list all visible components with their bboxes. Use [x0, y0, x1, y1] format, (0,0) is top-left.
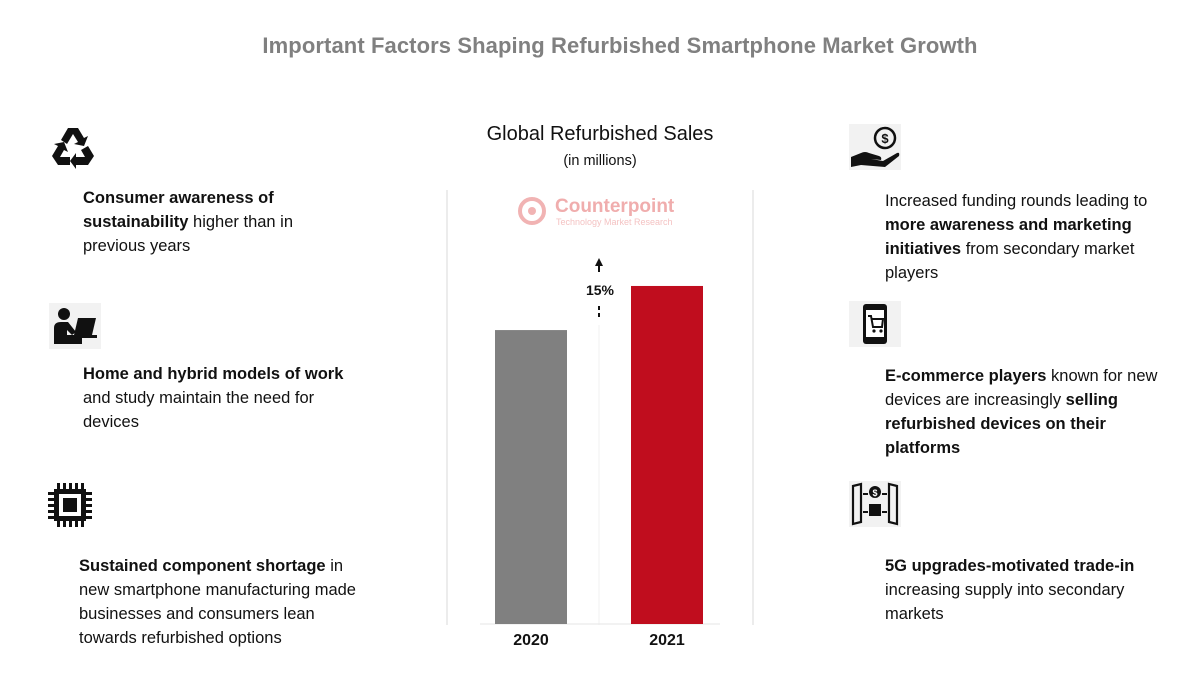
trade-in-icon: $ — [849, 481, 901, 527]
funding-hand-icon: $ — [849, 124, 901, 170]
factor-text: in new smartphone manufacturing made bus… — [79, 557, 356, 647]
bar-2020 — [495, 330, 567, 624]
factor-hybrid-work: Home and hybrid models of work and study… — [83, 362, 373, 434]
recycle-icon — [47, 124, 99, 170]
factor-bold-text: Sustained component shortage — [79, 557, 326, 575]
factor-bold-text: 5G upgrades-motivated trade-in — [885, 557, 1135, 575]
page-title: Important Factors Shaping Refurbished Sm… — [262, 33, 978, 58]
chart-subtitle: (in millions) — [563, 153, 637, 169]
factor-sustainability: Consumer awareness of sustainability hig… — [83, 186, 353, 258]
svg-text:$: $ — [881, 131, 889, 146]
factor-bold-text: Consumer awareness of sustainability — [83, 189, 274, 231]
factor-text: higher than in previous years — [83, 213, 294, 255]
chip-icon — [44, 482, 96, 528]
growth-annotation-label: 15% — [585, 282, 615, 298]
bar-2021 — [631, 285, 703, 624]
factor-5g-trade-in: 5G upgrades-motivated trade-in increasin… — [885, 554, 1175, 626]
x-tick-label-2021: 2021 — [649, 632, 685, 649]
logo-name: Counterpoint — [555, 196, 675, 217]
growth-arrow-head — [595, 258, 603, 266]
chart-title: Global Refurbished Sales — [486, 123, 714, 145]
factor-text: from secondary market players — [885, 240, 1135, 282]
counterpoint-logo: Counterpoint Technology Market Research — [518, 196, 688, 230]
factor-funding-rounds: Increased funding rounds leading to more… — [885, 189, 1185, 285]
factor-text: increasing supply into secondary markets — [885, 581, 1125, 623]
remote-work-icon — [49, 303, 101, 349]
ecommerce-phone-icon — [849, 301, 901, 347]
factor-bold-text: Home and hybrid models of work — [83, 365, 344, 383]
factor-bold-text: more awareness and marketing initiatives — [885, 216, 1132, 258]
counterpoint-logo-mark — [518, 197, 546, 225]
factor-component-shortage: Sustained component shortage in new smar… — [79, 554, 369, 650]
factor-bold-text: selling refurbished devices on their pla… — [885, 391, 1118, 457]
factor-text: Increased funding rounds leading to — [885, 192, 1148, 210]
factor-bold-text: E-commerce players — [885, 367, 1047, 385]
x-tick-label-2020: 2020 — [513, 632, 549, 649]
factor-text: known for new devices are increasingly — [885, 367, 1158, 409]
factor-ecommerce: E-commerce players known for new devices… — [885, 364, 1185, 460]
svg-text:$: $ — [872, 488, 877, 498]
factor-text: and study maintain the need for devices — [83, 389, 315, 431]
logo-tagline: Technology Market Research — [556, 217, 673, 227]
